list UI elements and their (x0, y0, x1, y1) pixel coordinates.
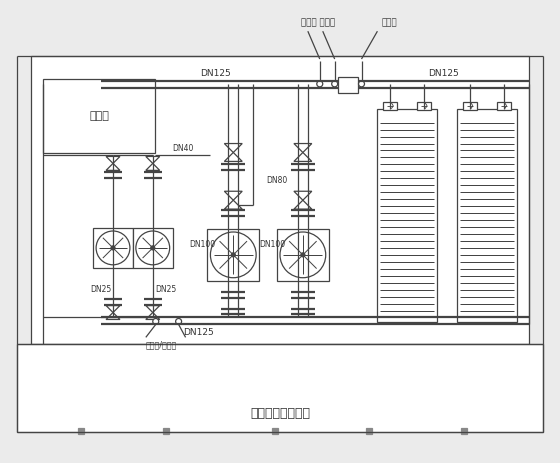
Bar (17, 344, 543, 432)
Circle shape (358, 81, 365, 87)
Circle shape (151, 246, 155, 250)
Bar (417, 102, 431, 110)
Circle shape (136, 231, 170, 265)
Text: DN80: DN80 (266, 176, 287, 185)
Bar (366, 428, 372, 434)
Text: DN25: DN25 (155, 285, 176, 294)
Bar (163, 428, 169, 434)
Circle shape (111, 246, 115, 250)
Circle shape (96, 231, 130, 265)
Bar (461, 428, 467, 434)
Bar (457, 109, 516, 322)
Circle shape (317, 81, 323, 87)
Text: DN125: DN125 (183, 328, 214, 337)
Polygon shape (225, 191, 242, 200)
Polygon shape (294, 152, 312, 162)
Text: DN125: DN125 (428, 69, 459, 78)
Polygon shape (294, 144, 312, 152)
Polygon shape (225, 152, 242, 162)
Polygon shape (146, 163, 160, 170)
Text: DN125: DN125 (200, 69, 231, 78)
Circle shape (231, 253, 235, 257)
Bar (377, 109, 437, 322)
Circle shape (332, 81, 338, 87)
Text: 压力表/安全阀: 压力表/安全阀 (146, 341, 177, 350)
Polygon shape (294, 200, 312, 209)
Polygon shape (106, 163, 120, 170)
Polygon shape (106, 156, 120, 163)
Text: DN25: DN25 (90, 285, 111, 294)
Bar (497, 102, 511, 110)
Bar (338, 77, 357, 93)
Bar (463, 102, 477, 110)
Bar (272, 428, 278, 434)
Polygon shape (106, 306, 120, 313)
Polygon shape (225, 144, 242, 152)
Text: DN100: DN100 (259, 240, 285, 250)
Text: 配电柜: 配电柜 (89, 111, 109, 121)
Circle shape (211, 232, 256, 278)
Polygon shape (146, 313, 160, 319)
Text: 温度计: 温度计 (381, 19, 397, 28)
Bar (207, 229, 259, 281)
Bar (93, 228, 133, 268)
Bar (277, 229, 329, 281)
Polygon shape (146, 156, 160, 163)
Polygon shape (225, 200, 242, 209)
Text: 高、中区采暖机组: 高、中区采暖机组 (250, 407, 310, 420)
Circle shape (280, 232, 326, 278)
Text: DN40: DN40 (172, 144, 193, 153)
Polygon shape (146, 306, 160, 313)
Circle shape (301, 253, 305, 257)
Text: DN100: DN100 (189, 240, 216, 250)
Bar (78, 428, 84, 434)
Bar (31, 56, 529, 344)
Bar (133, 228, 172, 268)
Polygon shape (106, 313, 120, 319)
Circle shape (176, 319, 181, 325)
Bar (384, 102, 397, 110)
Polygon shape (294, 191, 312, 200)
Bar (44, 79, 155, 153)
Circle shape (153, 319, 158, 325)
Text: 温度计 压力表: 温度计 压力表 (301, 19, 335, 28)
